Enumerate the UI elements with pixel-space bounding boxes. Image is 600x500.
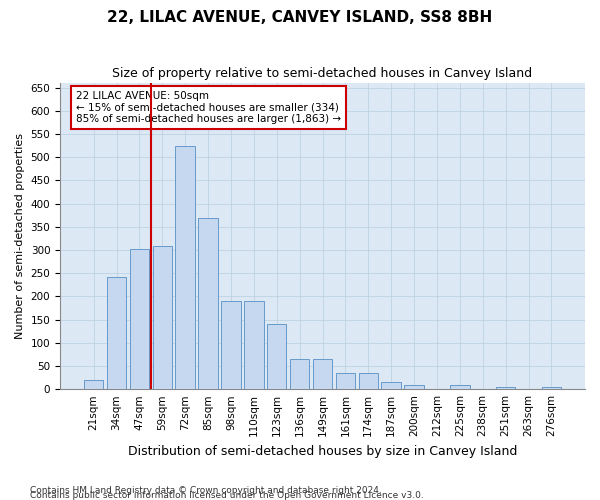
Bar xyxy=(130,248,149,389)
Bar xyxy=(313,359,332,389)
Bar xyxy=(199,218,218,389)
Bar xyxy=(267,324,286,389)
Bar xyxy=(290,359,310,389)
Bar xyxy=(175,146,195,389)
Bar xyxy=(335,373,355,389)
Bar xyxy=(450,384,470,389)
Text: Contains HM Land Registry data © Crown copyright and database right 2024.: Contains HM Land Registry data © Crown c… xyxy=(30,486,382,495)
Bar xyxy=(152,246,172,389)
Bar xyxy=(359,373,378,389)
Bar xyxy=(244,301,263,389)
Bar xyxy=(404,384,424,389)
Text: 22, LILAC AVENUE, CANVEY ISLAND, SS8 8BH: 22, LILAC AVENUE, CANVEY ISLAND, SS8 8BH xyxy=(107,10,493,25)
Bar xyxy=(221,301,241,389)
Bar xyxy=(496,387,515,389)
Bar xyxy=(382,382,401,389)
Text: Contains public sector information licensed under the Open Government Licence v3: Contains public sector information licen… xyxy=(30,491,424,500)
X-axis label: Distribution of semi-detached houses by size in Canvey Island: Distribution of semi-detached houses by … xyxy=(128,444,517,458)
Text: 22 LILAC AVENUE: 50sqm
← 15% of semi-detached houses are smaller (334)
85% of se: 22 LILAC AVENUE: 50sqm ← 15% of semi-det… xyxy=(76,90,341,124)
Y-axis label: Number of semi-detached properties: Number of semi-detached properties xyxy=(15,133,25,339)
Bar xyxy=(84,380,103,389)
Title: Size of property relative to semi-detached houses in Canvey Island: Size of property relative to semi-detach… xyxy=(112,68,533,80)
Bar xyxy=(107,277,126,389)
Bar xyxy=(542,387,561,389)
